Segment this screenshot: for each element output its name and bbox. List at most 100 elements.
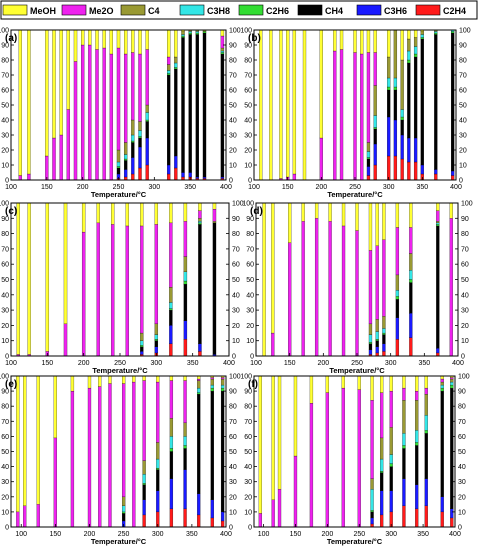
x-tick-label: 300 xyxy=(150,360,162,367)
bar-segment-c2h4 xyxy=(415,508,419,528)
bar-segment-c4 xyxy=(389,427,393,455)
bar-segment-me2o xyxy=(63,323,68,357)
y-tick-label: 60 xyxy=(244,434,252,441)
bar-segment-meoh xyxy=(269,29,273,181)
bar-segment-me2o xyxy=(424,387,428,395)
bar-segment-me2o xyxy=(309,403,314,528)
bar-segment-c3h6 xyxy=(169,478,174,510)
bar-segment-c3h8 xyxy=(424,415,428,431)
y-tick-label: 0 xyxy=(250,354,254,361)
bar-segment-ch4 xyxy=(415,445,419,485)
bar-segment-c4 xyxy=(415,400,419,431)
bar-segment-c2h4 xyxy=(424,505,428,528)
y-tick-label: 70 xyxy=(1,246,9,253)
bar-segment-ch4 xyxy=(409,282,413,314)
y-tick-label: 90 xyxy=(244,389,252,396)
bar-segment-c4 xyxy=(402,400,406,434)
bar-segment-c2h6 xyxy=(138,136,142,139)
bar-segment-ch4 xyxy=(131,142,135,158)
bar-segment-c4 xyxy=(181,31,185,35)
bar-segment-me2o xyxy=(87,387,92,528)
bar-segment-c3h8 xyxy=(121,505,126,513)
y-tick-label-right: 100 xyxy=(232,201,244,208)
y-tick-label-right: 40 xyxy=(459,118,467,125)
y-tick-label: 100 xyxy=(0,374,9,381)
y-tick-label: 60 xyxy=(244,88,252,95)
bar-segment-c3h6 xyxy=(167,164,171,175)
bar-segment-c2h6 xyxy=(368,342,373,344)
x-tick-label: 300 xyxy=(385,360,397,367)
bar-segment-c2h4 xyxy=(373,164,377,181)
y-tick-label-right: 50 xyxy=(461,277,469,284)
bar-segment-c2h6 xyxy=(434,32,438,35)
bar-segment-c2h6 xyxy=(395,296,400,300)
x-tick-label: 400 xyxy=(223,360,235,367)
bar-segment-meoh xyxy=(169,202,173,224)
bar-segment-ch4 xyxy=(202,32,207,178)
bar-segment-c2h6 xyxy=(116,166,121,169)
bar-segment-me2o xyxy=(183,221,188,257)
bar-segment-c3h6 xyxy=(183,320,188,340)
x-tick-label: 100 xyxy=(5,360,17,367)
bar-segment-c2h4 xyxy=(198,351,202,357)
bar-segment-c3h6 xyxy=(156,490,160,513)
bar-segment-c3h8 xyxy=(382,328,386,334)
bar-segment-c2h4 xyxy=(407,161,411,181)
bar-segment-ch4 xyxy=(145,121,149,139)
bar-segment-me2o xyxy=(258,513,263,528)
bar-segment-c2h6 xyxy=(183,445,187,449)
bar-segment-meoh xyxy=(96,202,100,224)
y-tick-label-right: 0 xyxy=(229,525,233,532)
bar-segment-c2h6 xyxy=(409,279,413,283)
bar-segment-ch4 xyxy=(368,343,373,351)
x-tick-label: 250 xyxy=(114,360,126,367)
legend-label: MeOH xyxy=(30,6,56,16)
bar-segment-c4 xyxy=(124,142,128,155)
x-tick-label: 150 xyxy=(282,184,294,191)
bar-segment-c2h6 xyxy=(124,158,128,161)
x-tick-label: 150 xyxy=(41,360,53,367)
bar-segment-c4 xyxy=(379,437,384,460)
y-tick-label-right: 60 xyxy=(458,434,466,441)
y-tick-label: 100 xyxy=(0,201,9,208)
x-tick-label: 350 xyxy=(186,531,198,538)
bar-segment-meoh xyxy=(167,29,171,58)
bar-segment-c3h8 xyxy=(379,458,384,472)
y-tick-label: 0 xyxy=(248,525,252,532)
bar-segment-c2h6 xyxy=(424,430,428,434)
bar-segment-me2o xyxy=(288,242,292,357)
bar-segment-c2h6 xyxy=(121,511,126,514)
y-tick-label-right: 70 xyxy=(458,419,466,426)
bar-segment-meoh xyxy=(169,375,174,381)
bar-segment-c2h6 xyxy=(415,442,419,446)
x-tick-label: 150 xyxy=(50,531,62,538)
bar-segment-c4 xyxy=(382,316,386,329)
chart-panel-b: 0 0 10 10 20 20 30 30 40 40 50 50 60 60 70 70 80 80 90 90 10… xyxy=(240,28,470,200)
legend-label: C3H8 xyxy=(207,6,230,16)
bar-segment-c3h6 xyxy=(145,137,149,166)
bar-segment-me2o xyxy=(16,511,20,528)
bar-segment-c3h8 xyxy=(183,271,188,282)
x-axis-label: Temperature/°C xyxy=(327,190,383,199)
bar-segment-c2h4 xyxy=(402,505,406,528)
bar-segment-ch4 xyxy=(210,390,214,500)
bar-segment-c3h8 xyxy=(366,151,371,158)
bar-segment-ch4 xyxy=(379,472,384,491)
legend-label: C3H6 xyxy=(384,6,407,16)
y-tick-label-right: 0 xyxy=(232,354,236,361)
bar-segment-ch4 xyxy=(373,128,377,145)
legend: MeOH Me2O C4 C3H8 C2H6 CH4 C3H6 C2H4 xyxy=(0,0,478,20)
bar-segment-meoh xyxy=(81,202,86,233)
bar-segment-c3h6 xyxy=(366,166,371,176)
bar-segment-c2h6 xyxy=(210,387,214,392)
bar-segment-meoh xyxy=(379,375,384,393)
bar-segment-me2o xyxy=(220,35,225,49)
bar-segment-meoh xyxy=(174,29,178,58)
y-tick-label: 10 xyxy=(246,338,254,345)
bar-segment-c2h4 xyxy=(138,167,142,181)
bar-segment-c2h4 xyxy=(220,520,225,528)
bar-segment-me2o xyxy=(341,225,346,357)
y-tick-label-right: 0 xyxy=(461,354,465,361)
x-tick-label: 150 xyxy=(284,360,296,367)
